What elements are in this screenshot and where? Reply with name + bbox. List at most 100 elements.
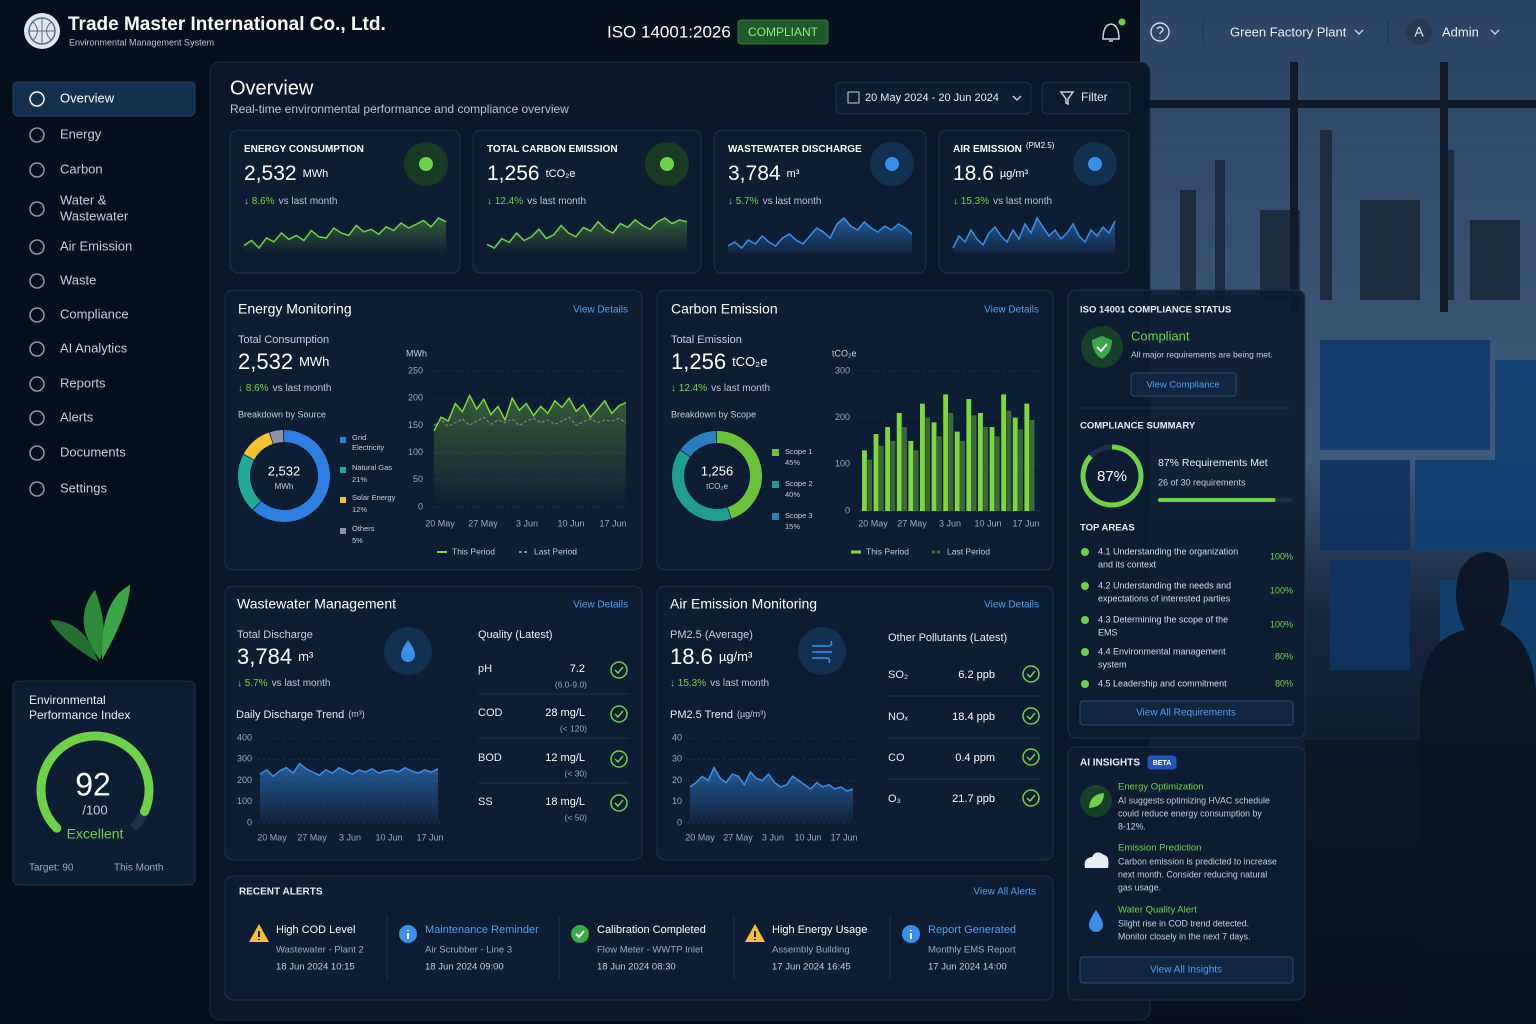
- insight-text: could reduce energy consumption by: [1118, 808, 1262, 818]
- bar: [943, 394, 949, 511]
- date-picker: [835, 81, 1032, 115]
- ring-label: 87%: [1097, 468, 1127, 485]
- kpi-icon: [660, 157, 674, 171]
- section-title: COMPLIANCE SUMMARY: [1080, 421, 1196, 432]
- axis-unit: MWh: [406, 348, 427, 358]
- trend-title-part: PM2.5 Trend: [670, 709, 733, 721]
- view-requirements-button[interactable]: [1079, 700, 1294, 726]
- screen: [1415, 460, 1536, 550]
- x-tick-label: 17 Jun: [830, 832, 857, 842]
- filter-button[interactable]: [1041, 81, 1131, 115]
- stat-value: 2,532 MWh: [238, 349, 329, 374]
- view-all-link[interactable]: View All Alerts: [973, 887, 1036, 898]
- quality-name: pH: [478, 663, 492, 675]
- line-series: [433, 393, 627, 432]
- quality-title: Quality (Latest): [478, 629, 553, 641]
- stat-label: Total Consumption: [238, 334, 329, 346]
- area: [434, 395, 626, 507]
- donut-segment: [243, 432, 274, 460]
- check-icon: [1022, 707, 1040, 725]
- bar: [878, 445, 884, 511]
- sparkline-area: [244, 218, 446, 254]
- insight-title: Emission Prediction: [1118, 843, 1201, 854]
- stat-value-part: µg/m³: [719, 649, 753, 664]
- y-tick-label: 100: [237, 796, 252, 806]
- nav-icon: [29, 91, 45, 107]
- panel-title: AI INSIGHTS: [1080, 758, 1140, 769]
- stat-change-part: vs last month: [273, 383, 332, 394]
- kpi-label-part: WASTEWATER DISCHARGE: [728, 144, 862, 155]
- stat-change-part: vs last month: [710, 678, 769, 689]
- insight-text: Slight rise in COD trend detected.: [1118, 918, 1249, 928]
- view-details-link[interactable]: View Details: [984, 600, 1039, 611]
- check-icon: [614, 710, 624, 719]
- view-details-link[interactable]: View Details: [984, 305, 1039, 316]
- check-icon: [1022, 665, 1040, 683]
- check-icon: [614, 666, 624, 675]
- kpi-change-part: vs last month: [763, 196, 822, 207]
- view-details-link[interactable]: View Details: [573, 600, 628, 611]
- stat-change: ↓ 5.7% vs last month: [237, 678, 331, 689]
- window-frame: [1290, 62, 1298, 312]
- insight-title: Water Quality Alert: [1118, 905, 1197, 916]
- calendar-icon: [847, 91, 860, 104]
- alert-source: Assembly Building: [772, 945, 850, 956]
- area-pct: 100%: [1270, 619, 1293, 629]
- stat-value: 3,784 m³: [237, 644, 314, 669]
- kpi-value-part: µg/m³: [1000, 168, 1029, 180]
- y-tick-label: 50: [413, 474, 423, 484]
- stat-label: Total Discharge: [237, 629, 313, 641]
- x-tick-label: 10 Jun: [794, 832, 821, 842]
- nav-item: Reports: [60, 375, 106, 390]
- alert-time: 17 Jun 2024 16:45: [772, 962, 851, 973]
- view-insights-button[interactable]: [1079, 956, 1294, 984]
- insight-icon: [1089, 793, 1104, 808]
- leaf: [101, 585, 130, 660]
- y-tick-label: 0: [845, 505, 850, 515]
- stat-change: ↓ 15.3% vs last month: [670, 678, 769, 689]
- insight-text: next month. Consider reducing natural: [1118, 869, 1267, 879]
- desk: [1305, 740, 1536, 1024]
- stat-value-part: 2,532: [238, 349, 293, 374]
- insight-text: gas usage.: [1118, 882, 1161, 892]
- leaf: [50, 620, 98, 662]
- insight-text: Monitor closely in the next 7 days.: [1118, 931, 1251, 941]
- nav-item: Alerts: [60, 409, 94, 424]
- x-tick-label: 3 Jun: [939, 518, 961, 528]
- legend-value: 15%: [785, 522, 800, 531]
- pollutant-name: SO₂: [888, 669, 908, 681]
- y-tick-label: 300: [237, 754, 252, 764]
- view-details-link[interactable]: View Details: [573, 305, 628, 316]
- area-dot: [1081, 582, 1089, 590]
- area: [690, 767, 853, 823]
- bar: [1024, 403, 1030, 511]
- pollutant-name: CO: [888, 752, 905, 764]
- epi-card: [12, 680, 196, 886]
- view-compliance-button[interactable]: [1130, 372, 1237, 397]
- quality-limit: (< 30): [565, 768, 588, 778]
- alert-title: Report Generated: [928, 924, 1016, 936]
- panel-title: Air Emission Monitoring: [670, 596, 817, 612]
- legend-label: Last Period: [534, 546, 577, 556]
- kpi-label-part: ENERGY CONSUMPTION: [244, 144, 364, 155]
- status-badge-text: COMPLIANT: [748, 25, 819, 39]
- kpi-value: 2,532 MWh: [244, 162, 328, 185]
- alert-title: Maintenance Reminder: [425, 924, 539, 936]
- sparkline: [727, 216, 913, 250]
- y-tick-label: 300: [835, 365, 850, 375]
- shield-icon: [1096, 343, 1108, 353]
- kpi-value-part: m³: [787, 168, 800, 180]
- bar: [931, 422, 937, 511]
- area-pct: 80%: [1275, 651, 1293, 661]
- kpi-change-part: ↓ 15.3%: [953, 196, 989, 207]
- company-name: Trade Master International Co., Ltd.: [68, 14, 386, 35]
- x-tick-label: 20 May: [257, 832, 287, 842]
- legend-label: This Period: [452, 546, 495, 556]
- nav-active: [12, 81, 196, 117]
- bar: [1006, 410, 1012, 511]
- kpi-value-part: 18.6: [953, 162, 994, 185]
- screen: [1320, 340, 1490, 450]
- bar: [983, 427, 989, 511]
- alert-source: Monthly EMS Report: [928, 945, 1016, 956]
- epi-rating: Excellent: [67, 826, 124, 842]
